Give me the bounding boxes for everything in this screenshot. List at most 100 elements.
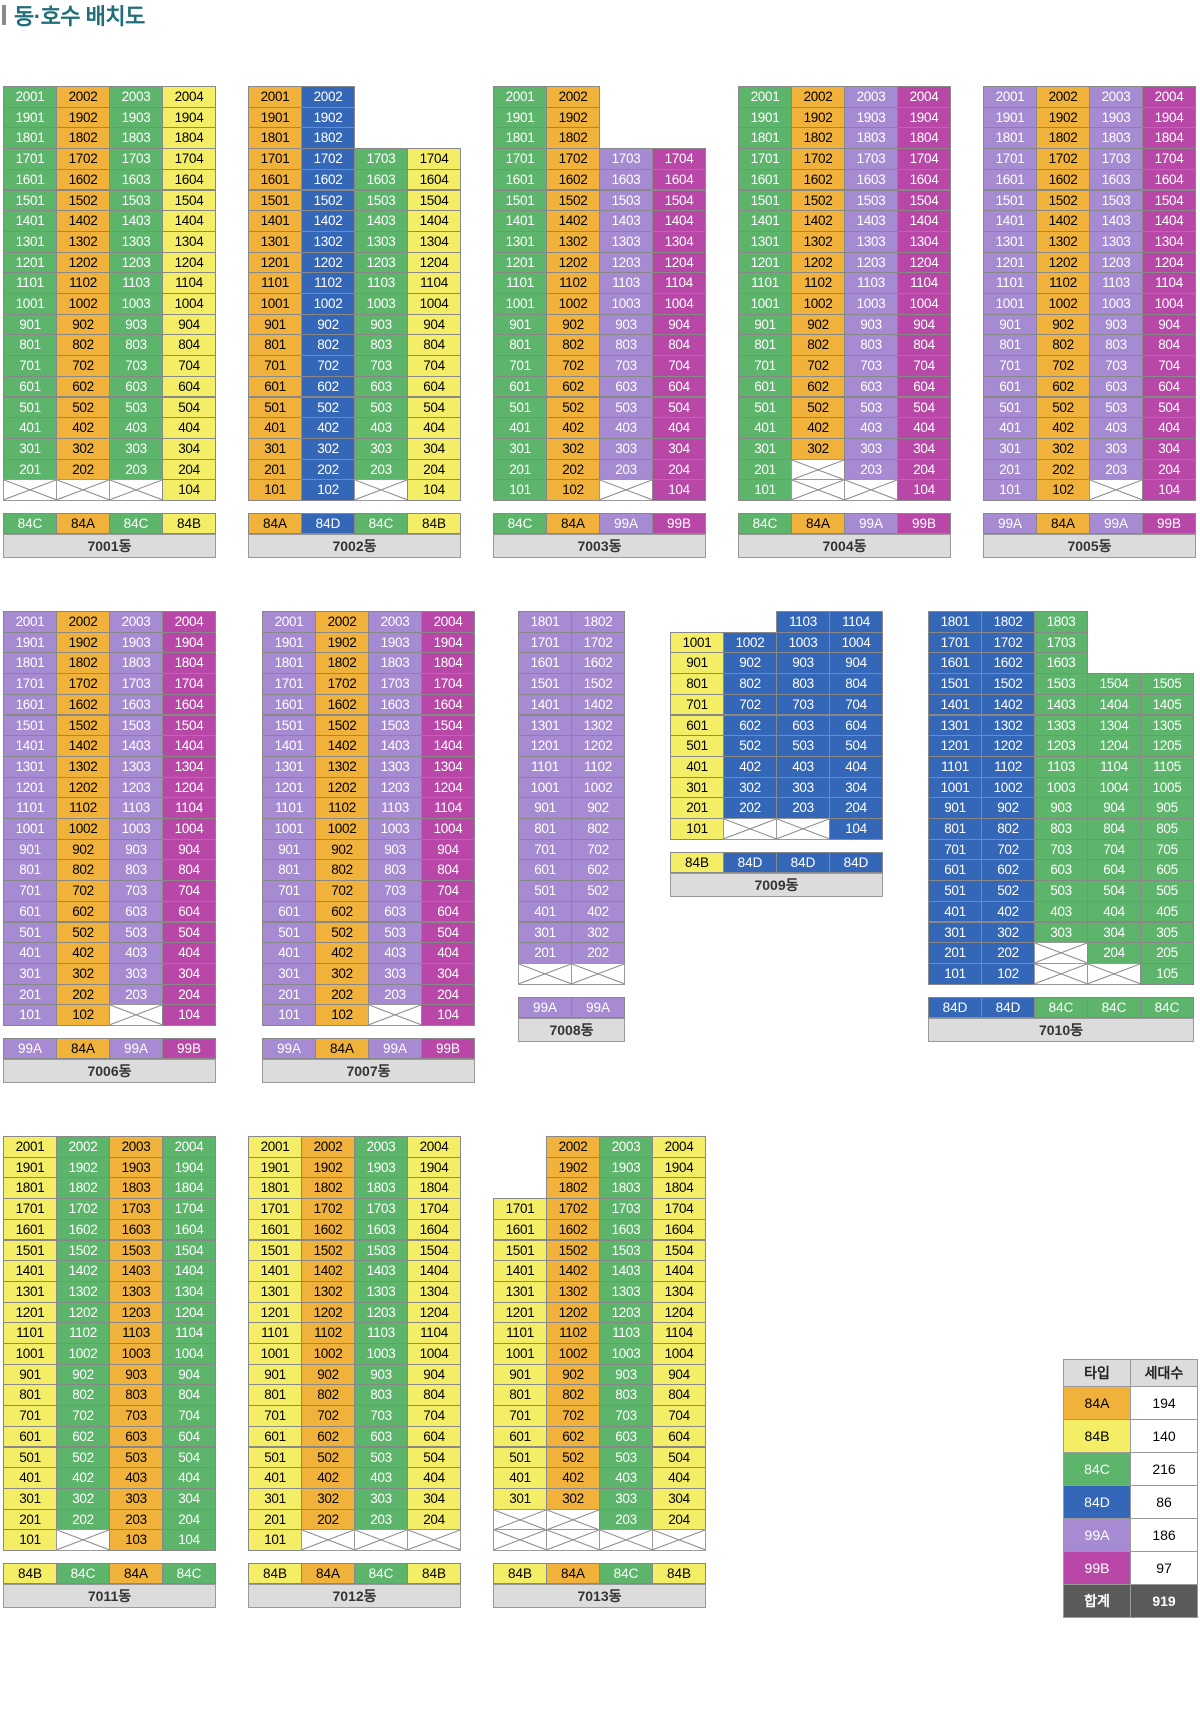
unit-cell: 602 [546,1425,600,1448]
unit-cell: 802 [301,334,355,357]
unit-cell: 805 [1140,818,1194,840]
unit-type-label: 99B [162,1038,216,1059]
unit-cell: 1501 [493,1239,547,1262]
vacant-unit [546,1508,600,1531]
unit-cell: 703 [109,880,163,902]
unit-cell: 1403 [354,210,408,232]
unit-cell: 1402 [56,1260,110,1282]
unit-cell: 1301 [248,1280,302,1303]
unit-cell: 903 [109,313,163,336]
unit-cell: 1702 [56,673,110,695]
unit-cell: 1104 [162,797,216,819]
unit-cell: 1402 [56,735,110,757]
legend-total-row: 합계 919 [1063,1584,1198,1618]
unit-cell: 1302 [546,230,600,253]
unit-cell: 503 [109,396,163,419]
unit-cell: 1204 [1142,251,1196,274]
unit-cell: 1102 [1036,272,1090,294]
unit-cell: 803 [776,673,830,695]
unit-cell: 1502 [301,1239,355,1262]
unit-cell: 1501 [738,189,792,212]
unit-cell: 1003 [109,818,163,840]
unit-cell: 102 [546,479,600,501]
unit-cell: 801 [983,334,1037,357]
unit-cell: 1704 [652,1198,706,1220]
unit-cell: 1004 [162,818,216,840]
unit-cell: 1102 [981,755,1035,778]
unit-cell: 1101 [3,797,57,819]
unit-cell: 104 [162,1529,216,1551]
unit-cell: 1704 [1142,148,1196,170]
unit-cell: 804 [421,859,475,882]
unit-cell: 1103 [368,797,422,819]
unit-type-label: 99A [109,1038,163,1059]
unit-cell: 904 [829,652,883,675]
unit-cell: 504 [162,921,216,944]
unit-cell: 202 [56,458,110,481]
unit-cell: 1003 [1089,293,1143,315]
unit-cell: 1502 [791,189,845,212]
unit-cell: 1301 [3,230,57,253]
unit-cell: 801 [3,859,57,882]
unit-cell: 1702 [301,1198,355,1220]
unit-cell: 1504 [407,189,461,212]
unit-cell: 203 [844,458,898,481]
unit-cell: 1504 [652,1239,706,1262]
unit-cell: 1202 [56,776,110,799]
unit-cell: 701 [518,838,572,861]
unit-cell: 2002 [301,86,355,108]
building-name: 7005동 [983,534,1196,558]
unit-cell: 1702 [56,148,110,170]
unit-cell: 602 [315,900,369,923]
unit-cell: 1203 [599,1301,653,1324]
unit-type-label: 99B [1142,513,1196,534]
unit-cell: 1903 [109,1156,163,1179]
unit-type-label: 84A [315,1038,369,1059]
legend-type: 84B [1063,1419,1131,1453]
unit-cell: 1201 [262,776,316,799]
unit-cell: 1002 [1036,293,1090,315]
unit-cell: 803 [844,334,898,357]
unit-cell: 1802 [301,1177,355,1200]
unit-cell: 804 [652,1384,706,1407]
unit-cell: 301 [3,437,57,460]
unit-cell: 702 [1036,355,1090,377]
unit-cell: 1001 [738,293,792,315]
unit-cell: 1001 [248,293,302,315]
unit-cell: 203 [1089,458,1143,481]
unit-cell: 1603 [109,693,163,716]
unit-cell: 1703 [354,1198,408,1220]
unit-cell: 401 [738,417,792,439]
unit-cell: 1503 [368,714,422,737]
unit-cell: 901 [248,1363,302,1386]
unit-type-label: 84C [1140,996,1194,1018]
unit-cell: 1103 [109,797,163,819]
unit-cell: 504 [652,1446,706,1469]
unit-cell: 204 [652,458,706,481]
unit-cell: 1504 [407,1239,461,1262]
unit-cell: 504 [1087,880,1141,902]
unit-cell: 101 [983,479,1037,501]
unit-cell: 1704 [421,673,475,695]
unit-cell: 803 [354,334,408,357]
unit-cell: 1101 [3,1322,57,1344]
unit-cell: 1401 [983,210,1037,232]
unit-cell: 1003 [368,818,422,840]
unit-cell: 1304 [407,230,461,253]
unit-cell: 1201 [518,735,572,757]
unit-cell: 1103 [844,272,898,294]
unit-cell: 102 [1036,479,1090,501]
legend-type: 84C [1063,1452,1131,1486]
unit-cell: 1303 [109,755,163,778]
unit-cell: 1803 [1089,127,1143,150]
unit-cell: 603 [109,900,163,923]
unit-cell: 1201 [248,1301,302,1324]
unit-cell: 804 [407,1384,461,1407]
unit-cell: 1301 [493,1280,547,1303]
unit-cell: 1304 [897,230,951,253]
unit-cell: 1902 [791,106,845,129]
unit-cell: 1703 [368,673,422,695]
legend-count: 194 [1130,1386,1198,1420]
unit-cell: 401 [3,942,57,964]
unit-cell: 1702 [981,631,1035,654]
